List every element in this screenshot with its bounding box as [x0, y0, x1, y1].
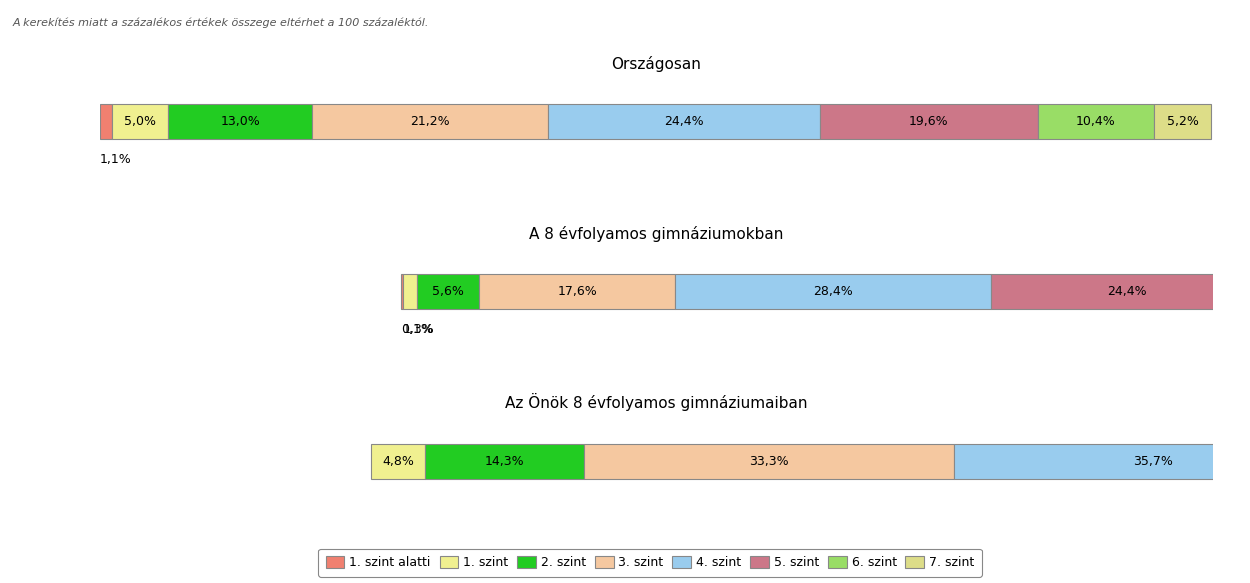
Text: 35,7%: 35,7%	[1132, 455, 1172, 468]
Text: 14,3%: 14,3%	[485, 455, 524, 468]
Text: 28,4%: 28,4%	[814, 285, 852, 298]
Text: 24,4%: 24,4%	[1108, 285, 1146, 298]
Text: 4,8%: 4,8%	[382, 455, 414, 468]
Bar	[312, 104, 549, 139]
Text: 1,3%: 1,3%	[402, 323, 434, 336]
Bar	[955, 444, 1250, 479]
Title: Az Önök 8 évfolyamos gimnáziumaiban: Az Önök 8 évfolyamos gimnáziumaiban	[505, 394, 808, 412]
Bar	[425, 444, 584, 479]
Bar	[991, 274, 1250, 309]
Text: 13,0%: 13,0%	[220, 115, 260, 128]
Bar	[479, 274, 675, 309]
Text: 5,0%: 5,0%	[124, 115, 156, 128]
Text: 1,1%: 1,1%	[100, 153, 131, 166]
Bar	[100, 104, 112, 139]
Legend: 1. szint alatti, 1. szint, 2. szint, 3. szint, 4. szint, 5. szint, 6. szint, 7. : 1. szint alatti, 1. szint, 2. szint, 3. …	[318, 549, 982, 577]
Text: 21,2%: 21,2%	[410, 115, 450, 128]
Text: 24,4%: 24,4%	[664, 115, 704, 128]
Bar	[371, 444, 425, 479]
Text: A kerekítés miatt a százalékos értékek összege eltérhet a 100 százaléktól.: A kerekítés miatt a százalékos értékek ö…	[12, 17, 429, 28]
Bar	[675, 274, 991, 309]
Bar	[820, 104, 1038, 139]
Bar	[418, 274, 479, 309]
Bar	[168, 104, 312, 139]
Title: Országosan: Országosan	[611, 56, 701, 72]
Text: 10,4%: 10,4%	[1076, 115, 1115, 128]
Bar	[112, 104, 168, 139]
Title: A 8 évfolyamos gimnáziumokban: A 8 évfolyamos gimnáziumokban	[529, 226, 784, 242]
Bar	[549, 104, 820, 139]
Text: 19,6%: 19,6%	[909, 115, 949, 128]
Bar	[1038, 104, 1154, 139]
Text: 0,1%: 0,1%	[401, 323, 434, 336]
Bar	[584, 444, 955, 479]
Text: 5,2%: 5,2%	[1166, 115, 1199, 128]
Bar	[402, 274, 418, 309]
Text: 17,6%: 17,6%	[558, 285, 598, 298]
Bar	[1154, 104, 1211, 139]
Text: 5,6%: 5,6%	[432, 285, 464, 298]
Text: 33,3%: 33,3%	[749, 455, 789, 468]
